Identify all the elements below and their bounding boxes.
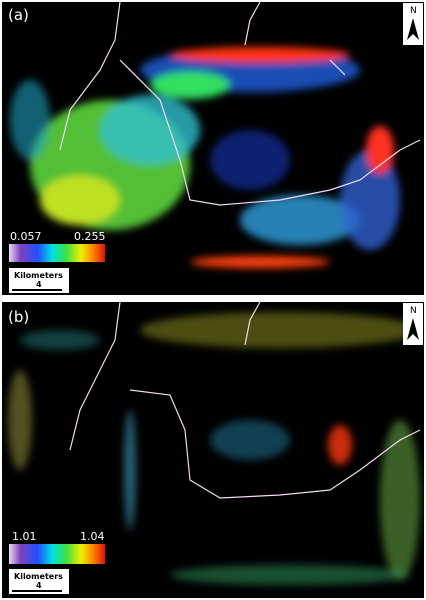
- colorbar-min: 1.01: [12, 530, 37, 543]
- colorbar: [9, 244, 105, 262]
- scalebar-box: [9, 569, 69, 594]
- scalebar-title: Kilometers: [14, 572, 63, 581]
- panel-label: (b): [8, 308, 29, 326]
- outlines: [59, 1, 421, 206]
- scalebar-title: Kilometers: [14, 271, 63, 280]
- colorbar-min: 0.057: [10, 230, 42, 243]
- panel-a: (a) N 0.057 0.255 Kilometers 4: [2, 1, 424, 295]
- colorbar: [9, 544, 105, 564]
- north-arrow: [407, 18, 419, 40]
- north-arrow: [407, 318, 419, 340]
- scalebar: [12, 590, 62, 592]
- raster: [10, 47, 400, 268]
- north-label: N: [410, 6, 417, 16]
- raster: [8, 312, 420, 585]
- scalebar-value: 4: [36, 280, 42, 289]
- outlines: [69, 301, 421, 499]
- scalebar: [12, 289, 62, 291]
- colorbar-max: 0.255: [74, 230, 106, 243]
- panel-label: (a): [8, 6, 29, 24]
- scalebar-value: 4: [36, 581, 42, 590]
- colorbar-max: 1.04: [80, 530, 105, 543]
- north-label: N: [410, 306, 417, 316]
- scalebar-box: [9, 268, 69, 293]
- panel-b: (b) N 1.01 1.04 Kilometers 4: [2, 301, 424, 598]
